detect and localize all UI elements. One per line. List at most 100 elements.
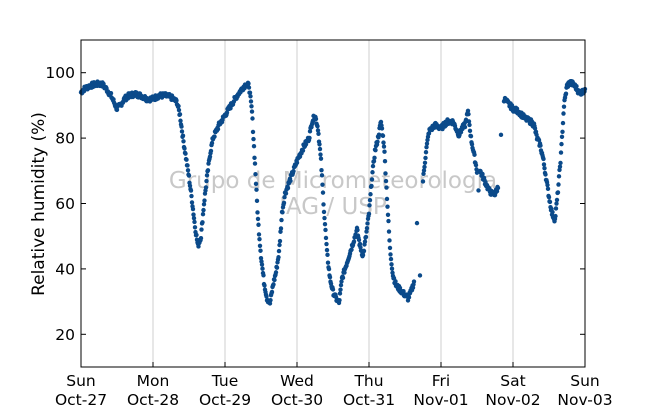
data-point-604 xyxy=(380,133,386,138)
x-tick-date-6: Nov-02 xyxy=(485,391,540,409)
data-point-571 xyxy=(364,229,369,234)
x-tick-date-3: Oct-30 xyxy=(271,391,323,409)
data-point-336 xyxy=(246,85,252,90)
x-tick-day-4: Thu xyxy=(353,372,383,390)
data-point-977 xyxy=(417,273,423,278)
data-point-589 xyxy=(373,147,378,153)
data-point-616 xyxy=(386,229,392,234)
data-point-607 xyxy=(382,149,387,154)
data-point-343 xyxy=(250,116,255,121)
data-point-572 xyxy=(364,225,370,231)
data-point-896 xyxy=(543,172,548,177)
watermark: Grupo de Micrometeorologia IAG / USP xyxy=(169,168,497,220)
data-point-390 xyxy=(273,270,279,275)
data-point-976 xyxy=(414,220,420,226)
x-tick-date-5: Nov-01 xyxy=(413,391,468,409)
data-point-475 xyxy=(316,131,321,136)
data-point-195 xyxy=(176,103,181,109)
data-point-395 xyxy=(276,255,281,260)
data-point-348 xyxy=(252,161,258,166)
x-tick-day-6: Sat xyxy=(500,372,525,390)
data-point-342 xyxy=(249,109,255,114)
data-point-518 xyxy=(337,291,343,296)
data-point-921 xyxy=(555,190,561,195)
data-point-576 xyxy=(366,211,372,217)
data-point-207 xyxy=(182,146,187,151)
data-point-243 xyxy=(200,220,205,225)
y-tick-label-4: 100 xyxy=(45,64,75,82)
data-point-568 xyxy=(362,239,368,244)
data-point-359 xyxy=(258,248,263,253)
data-point-473 xyxy=(315,124,320,129)
data-point-900 xyxy=(545,182,550,188)
y-tick-label-2: 60 xyxy=(55,195,75,213)
data-point-204 xyxy=(180,133,186,138)
data-point-346 xyxy=(251,144,257,149)
data-point-901 xyxy=(545,186,551,192)
data-point-614 xyxy=(385,212,391,217)
data-point-527 xyxy=(342,270,347,275)
x-tick-day-3: Wed xyxy=(280,372,314,390)
data-point-485 xyxy=(321,202,326,207)
data-point-201 xyxy=(179,124,184,129)
data-point-365 xyxy=(261,273,266,278)
data-point-360 xyxy=(258,255,264,261)
data-point-474 xyxy=(315,128,321,133)
data-point-496 xyxy=(326,266,332,272)
x-tick-date-1: Oct-28 xyxy=(127,391,179,409)
x-tick-day-1: Mon xyxy=(137,372,170,390)
data-point-356 xyxy=(256,232,262,237)
data-point-558 xyxy=(357,241,363,247)
data-point-667 xyxy=(420,179,426,184)
data-point-582 xyxy=(369,177,375,182)
data-point-770 xyxy=(472,152,477,157)
y-axis-ticks: 20 40 60 80 100 xyxy=(45,64,585,344)
data-point-211 xyxy=(184,157,189,162)
data-point-541 xyxy=(349,247,354,252)
data-point-392 xyxy=(274,265,280,270)
data-point-340 xyxy=(248,99,254,104)
data-point-758 xyxy=(466,111,471,117)
data-point-371 xyxy=(264,294,269,299)
data-point-612 xyxy=(384,196,390,202)
data-point-577 xyxy=(367,203,372,208)
data-point-490 xyxy=(323,235,329,241)
data-point-225 xyxy=(191,212,196,217)
data-point-670 xyxy=(422,164,427,170)
x-tick-day-2: Tue xyxy=(211,372,238,390)
data-point-617 xyxy=(387,238,392,243)
data-point-774 xyxy=(474,167,479,172)
data-point-357 xyxy=(257,236,262,242)
data-point-666 xyxy=(411,279,417,284)
data-point-241 xyxy=(199,227,204,232)
data-point-247 xyxy=(202,198,207,203)
data-point-812 xyxy=(495,185,501,191)
data-point-886 xyxy=(538,143,543,148)
data-point-903 xyxy=(546,194,552,200)
data-point-773 xyxy=(473,162,479,168)
data-point-338 xyxy=(247,90,253,95)
data-point-486 xyxy=(321,209,327,215)
x-tick-date-0: Oct-27 xyxy=(55,391,107,409)
x-tick-date-7: Nov-03 xyxy=(557,391,612,409)
data-point-367 xyxy=(262,283,267,288)
data-point-606 xyxy=(381,144,387,149)
data-point-573 xyxy=(365,221,370,226)
data-point-671 xyxy=(422,160,428,165)
data-point-578 xyxy=(367,197,373,203)
data-point-262 xyxy=(209,140,215,146)
data-point-202 xyxy=(179,129,185,134)
data-point-60 xyxy=(108,91,114,96)
data-point-267 xyxy=(212,134,217,139)
data-point-622 xyxy=(389,266,395,271)
data-point-608 xyxy=(382,158,388,164)
data-point-487 xyxy=(322,215,327,221)
data-point-478 xyxy=(317,146,323,152)
data-point-932 xyxy=(561,111,566,116)
data-point-587 xyxy=(372,155,377,161)
data-point-491 xyxy=(324,241,329,247)
data-point-521 xyxy=(339,279,344,284)
data-point-403 xyxy=(280,210,285,215)
data-point-656 xyxy=(406,295,412,300)
data-point-929 xyxy=(559,134,565,139)
